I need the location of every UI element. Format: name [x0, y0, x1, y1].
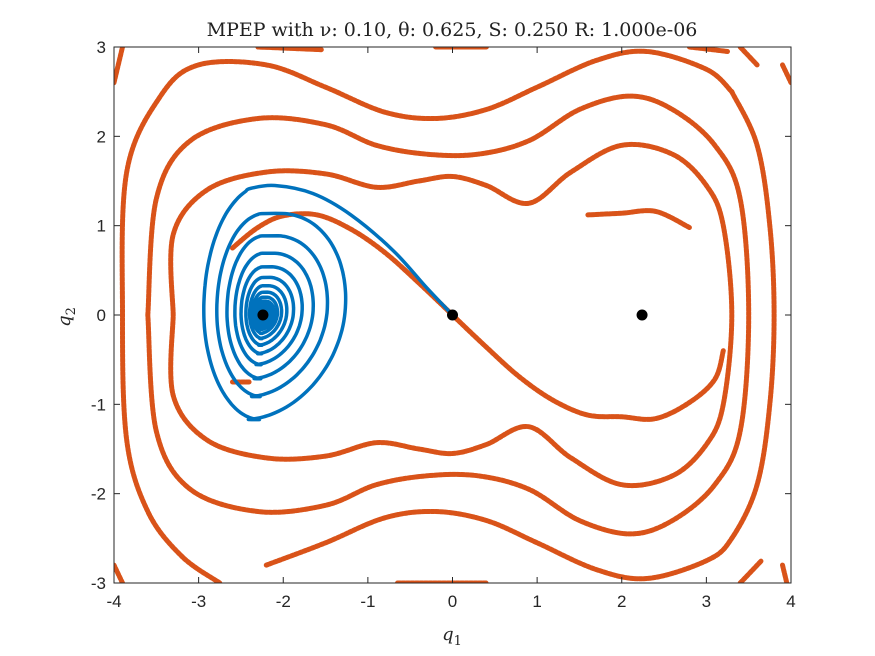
x-tick-label: 1 — [532, 592, 541, 611]
contour-line-corner-segments — [737, 558, 764, 583]
contour-line-corner-segments — [780, 62, 791, 86]
x-tick-label: 2 — [617, 592, 626, 611]
contour-line-separatrix — [450, 312, 726, 422]
contour-line-corner-segments — [114, 562, 125, 583]
y-axis-label-main: q — [54, 315, 75, 327]
contour-line-corner-segments — [737, 47, 760, 68]
x-tick-label: -4 — [106, 592, 121, 611]
x-axis-label-main: q — [442, 624, 454, 645]
x-axis-ticks: -4 -3 -2 -1 0 1 2 3 4 — [106, 47, 796, 611]
x-axis-label-subscript: 1 — [454, 634, 462, 649]
y-axis-ticks: -3 -2 -1 0 1 2 3 — [91, 38, 791, 593]
fixed-points — [257, 309, 648, 321]
x-axis-label: q1 — [442, 624, 462, 649]
contour-line-corner-segments — [686, 47, 730, 54]
plot-area — [114, 47, 791, 583]
y-tick-label: 0 — [97, 306, 106, 325]
y-tick-label: -3 — [91, 574, 106, 593]
x-tick-label: 4 — [786, 592, 795, 611]
contour-line-outer-right — [263, 89, 777, 582]
contour-line-corner-segments — [114, 47, 125, 86]
y-tick-label: -1 — [91, 395, 106, 414]
y-tick-label: 2 — [97, 127, 106, 146]
contour-line-outer-left — [119, 48, 735, 583]
y-tick-label: 3 — [97, 38, 106, 57]
y-axis-label: q2 — [54, 307, 79, 327]
x-tick-label: -3 — [191, 592, 206, 611]
x-tick-label: -1 — [360, 592, 375, 611]
contour-line-inner — [168, 141, 735, 489]
fixed-point-marker — [257, 309, 269, 321]
contour-line-corner-segments — [780, 562, 790, 583]
x-tick-label: 0 — [448, 592, 457, 611]
y-tick-label: 1 — [97, 217, 106, 236]
contour-line-separatrix — [230, 211, 455, 318]
contour-line-middle — [145, 93, 752, 537]
x-tick-label: -2 — [276, 592, 291, 611]
fixed-point-marker — [636, 309, 648, 321]
x-tick-label: 3 — [702, 592, 711, 611]
y-tick-label: -2 — [91, 485, 106, 504]
y-axis-label-subscript: 2 — [64, 307, 79, 315]
contour-line-separatrix — [585, 208, 692, 230]
fixed-point-marker — [447, 309, 458, 321]
chart-title: MPEP with ν: 0.10, θ: 0.625, S: 0.250 R:… — [207, 19, 698, 41]
